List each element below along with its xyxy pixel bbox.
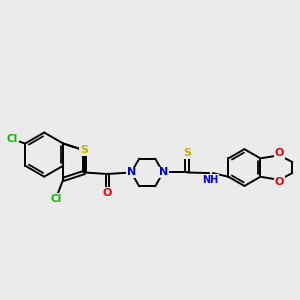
Text: Cl: Cl bbox=[7, 134, 18, 144]
Text: O: O bbox=[275, 148, 284, 158]
Text: S: S bbox=[80, 146, 88, 155]
Text: NH: NH bbox=[202, 175, 218, 185]
Text: S: S bbox=[183, 148, 191, 158]
Text: O: O bbox=[275, 177, 284, 187]
Text: O: O bbox=[103, 188, 112, 198]
Text: N: N bbox=[158, 167, 168, 178]
Text: N: N bbox=[127, 167, 136, 178]
Text: Cl: Cl bbox=[50, 194, 61, 204]
